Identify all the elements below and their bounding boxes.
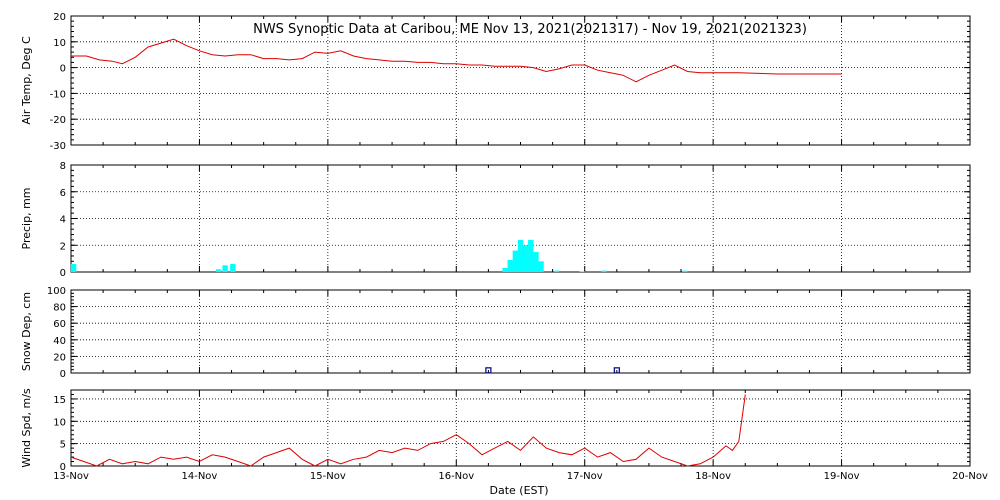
precip-bar (522, 245, 529, 272)
precip-bar (230, 263, 236, 272)
y-tick-label: -30 (50, 141, 66, 152)
precip-bar (682, 270, 688, 272)
x-tick-label: 17-Nov (567, 471, 603, 482)
x-tick-label: 20-Nov (952, 471, 988, 482)
y-tick-label: 6 (60, 188, 66, 199)
y-tick-label: 60 (53, 319, 66, 330)
precip-bar (533, 251, 539, 272)
y-tick-label: 40 (53, 336, 66, 347)
y-tick-label: -20 (50, 115, 66, 126)
y-tick-label: 80 (53, 303, 66, 314)
chart-title: NWS Synoptic Data at Caribou, ME Nov 13,… (253, 22, 807, 37)
x-tick-label: 15-Nov (310, 471, 346, 482)
y-tick-label: 2 (60, 241, 66, 252)
chart-panels: -30 -20 -10 0 10 20 Air Temp, Deg C 0 2 4 6 8 Precip… (20, 12, 988, 482)
y-tick-label: 0 (60, 64, 66, 75)
y-axis-label-temp: Air Temp, Deg C (20, 36, 33, 125)
panel-snow: 0 20 40 60 80 100 Snow Dep, cm (20, 286, 971, 380)
y-tick-label: 0 (60, 462, 66, 473)
x-tick-label: 13-Nov (53, 471, 89, 482)
panel-wind: 0 5 10 15 Wind Spd, m/s (20, 388, 971, 473)
x-axis-label: Date (EST) (489, 484, 548, 497)
wind-series-line (70, 394, 746, 467)
precip-bar (70, 263, 77, 272)
temp-series-line (71, 38, 842, 83)
precip-bar (215, 269, 222, 272)
y-tick-label: 10 (53, 38, 66, 49)
y-tick-label: 20 (53, 12, 66, 23)
x-tick-label: 16-Nov (438, 471, 474, 482)
precip-bar (553, 270, 560, 272)
y-tick-label: 20 (53, 352, 66, 363)
precip-bar (601, 270, 607, 272)
precip-bar (512, 250, 519, 272)
y-axis-label-snow: Snow Dep, cm (20, 292, 33, 371)
panel-frame (70, 289, 971, 374)
y-tick-label: 0 (60, 268, 66, 279)
precip-bar (222, 265, 228, 272)
precip-bar (538, 261, 544, 272)
y-tick-label: 5 (60, 440, 66, 451)
snow-depth-point (613, 367, 620, 374)
y-tick-label: 4 (60, 215, 66, 226)
precip-bar (502, 267, 508, 272)
precip-bar (507, 259, 513, 272)
y-tick-label: 15 (53, 395, 66, 406)
panel-precip: 0 2 4 6 8 Precip, mm (20, 161, 971, 279)
y-tick-label: 0 (60, 369, 66, 380)
y-axis-label-precip: Precip, mm (20, 188, 33, 250)
panel-temp: -30 -20 -10 0 10 20 Air Temp, Deg C (20, 12, 971, 152)
x-tick-label: 18-Nov (695, 471, 731, 482)
precip-bar (517, 239, 524, 272)
x-tick-label: 14-Nov (181, 471, 217, 482)
precip-bar (579, 271, 585, 272)
y-tick-label: -10 (50, 89, 66, 100)
y-tick-label: 10 (53, 417, 66, 428)
panel-frame (70, 389, 971, 467)
y-tick-label: 100 (47, 286, 66, 297)
snow-depth-point (485, 367, 492, 374)
y-tick-label: 8 (60, 161, 66, 172)
precip-bar (528, 239, 534, 272)
y-axis-label-wind: Wind Spd, m/s (20, 388, 33, 468)
x-tick-label: 19-Nov (824, 471, 860, 482)
